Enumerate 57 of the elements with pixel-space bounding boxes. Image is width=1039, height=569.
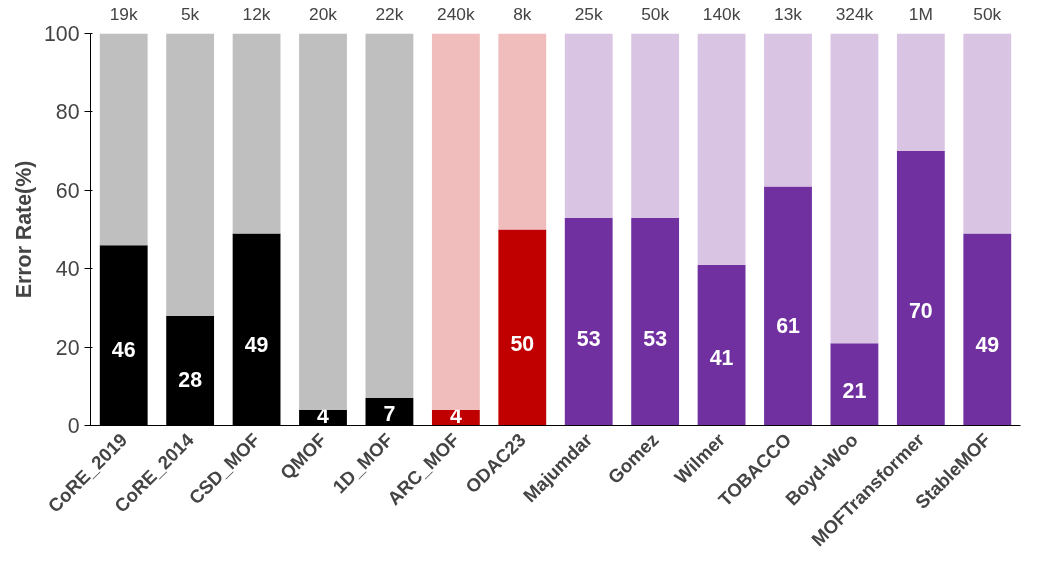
annotation: 140k xyxy=(702,3,741,24)
y-tick-label: 60 xyxy=(55,178,80,203)
data-label: 4 xyxy=(449,404,462,429)
annotation: 324k xyxy=(835,3,874,24)
annotation: 50k xyxy=(973,3,1002,24)
bar xyxy=(830,343,879,426)
bar xyxy=(963,233,1012,426)
bar xyxy=(631,217,680,426)
bar xyxy=(764,33,812,187)
bar xyxy=(299,33,347,410)
data-label: 46 xyxy=(111,338,136,363)
annotation: 25k xyxy=(574,3,604,24)
bar xyxy=(963,33,1012,234)
annotation: 240k xyxy=(437,3,475,24)
data-label: 61 xyxy=(776,313,800,338)
bar xyxy=(232,33,281,234)
y-tick-label: 0 xyxy=(67,414,80,438)
annotation: 5k xyxy=(180,3,200,24)
y-tick-label: 20 xyxy=(55,335,80,360)
bar xyxy=(498,33,547,230)
y-tick-label: 40 xyxy=(55,257,80,282)
y-axis-title: Error Rate(%) xyxy=(11,160,36,299)
data-label: 21 xyxy=(842,379,867,404)
data-label: 70 xyxy=(909,298,933,323)
annotation: 22k xyxy=(375,3,404,24)
data-label: 41 xyxy=(709,346,734,371)
data-label: 4 xyxy=(317,404,330,429)
data-label: 50 xyxy=(510,331,535,356)
data-label: 28 xyxy=(178,367,203,392)
bar xyxy=(697,33,746,265)
data-label: 49 xyxy=(975,333,1000,358)
bar xyxy=(431,33,480,410)
bar xyxy=(830,33,879,344)
y-tick-label: 100 xyxy=(43,22,80,46)
annotation: 1M xyxy=(908,3,933,24)
bar xyxy=(697,264,746,426)
annotation: 8k xyxy=(513,3,532,24)
data-label: 7 xyxy=(383,402,396,427)
bar xyxy=(166,33,215,316)
bar xyxy=(764,186,812,426)
bar xyxy=(896,33,945,152)
bar xyxy=(564,217,613,426)
data-label: 53 xyxy=(643,326,668,351)
annotation: 13k xyxy=(774,3,803,24)
bar xyxy=(631,33,680,218)
annotation: 19k xyxy=(109,3,139,24)
annotation: 20k xyxy=(309,3,338,24)
annotation: 12k xyxy=(242,3,271,24)
bar xyxy=(896,151,945,426)
bar xyxy=(498,229,547,426)
bar xyxy=(99,33,148,246)
y-tick-label: 80 xyxy=(55,100,80,125)
data-label: 49 xyxy=(244,333,269,358)
bar xyxy=(564,33,613,218)
data-label: 53 xyxy=(576,326,601,351)
annotation: 50k xyxy=(641,3,670,24)
bar xyxy=(365,33,414,399)
